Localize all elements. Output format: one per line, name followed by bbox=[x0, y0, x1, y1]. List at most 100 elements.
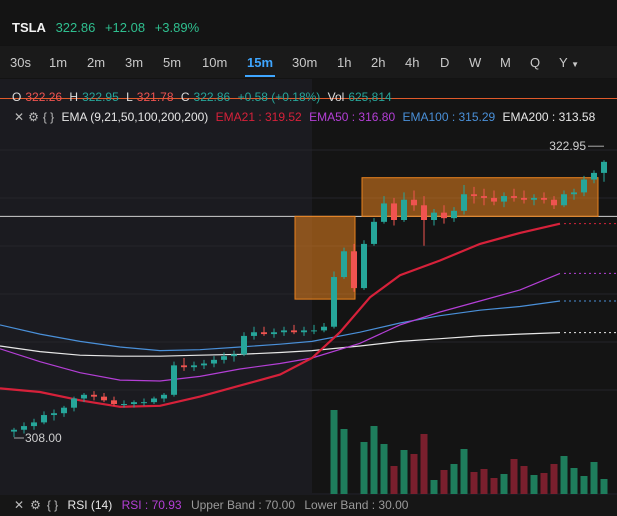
volume-bar bbox=[530, 475, 538, 494]
rsi-title: RSI (14) bbox=[67, 498, 113, 512]
candle-body bbox=[151, 398, 157, 403]
tf-5m[interactable]: 5m bbox=[163, 55, 182, 70]
candle-body bbox=[401, 199, 407, 220]
tf-year[interactable]: Y ▼ bbox=[559, 55, 579, 70]
candle-body bbox=[541, 197, 547, 200]
tf-week[interactable]: W bbox=[469, 55, 482, 70]
tf-4h[interactable]: 4h bbox=[405, 55, 420, 70]
ohlc-open: 322.26 bbox=[25, 90, 63, 104]
candle-body bbox=[251, 332, 257, 336]
candle-body bbox=[81, 394, 87, 399]
candle-body bbox=[391, 203, 397, 220]
candle-body bbox=[491, 197, 497, 202]
ticker-bar: TSLA 322.86 +12.08 +3.89% bbox=[12, 20, 205, 35]
candle-body bbox=[261, 332, 267, 335]
candle-body bbox=[451, 210, 457, 219]
volume-bar bbox=[400, 450, 408, 494]
tf-10m[interactable]: 10m bbox=[202, 55, 228, 70]
candle-body bbox=[171, 365, 177, 395]
code-icon[interactable]: { } bbox=[46, 498, 59, 512]
settings-icon[interactable]: ⚙ bbox=[28, 110, 39, 124]
tf-day[interactable]: D bbox=[440, 55, 450, 70]
candle-body bbox=[311, 330, 317, 332]
tf-2h[interactable]: 2h bbox=[371, 55, 386, 70]
tf-1m[interactable]: 1m bbox=[49, 55, 68, 70]
candle-body bbox=[341, 251, 347, 278]
rsi-lower: Lower Band : 30.00 bbox=[304, 498, 409, 512]
candle-body bbox=[501, 196, 507, 202]
ohlc-separator bbox=[0, 98, 617, 99]
volume-bar bbox=[390, 466, 398, 494]
tf-quarter[interactable]: Q bbox=[530, 55, 541, 70]
candle-body bbox=[301, 330, 307, 333]
candle-body bbox=[471, 194, 477, 197]
volume-bar bbox=[370, 426, 378, 494]
candle-body bbox=[381, 203, 387, 222]
volume-bars bbox=[330, 410, 608, 494]
candle-body bbox=[581, 179, 587, 193]
volume-bar bbox=[510, 459, 518, 494]
code-icon[interactable]: { } bbox=[42, 110, 55, 124]
rsi-legend: ✕ ⚙ { } RSI (14) RSI : 70.93 Upper Band : … bbox=[14, 498, 414, 512]
volume-bar bbox=[420, 434, 428, 494]
candle-body bbox=[11, 429, 17, 432]
volume-bar bbox=[450, 464, 458, 494]
volume-bar bbox=[380, 444, 388, 494]
candle-body bbox=[141, 402, 147, 404]
high-price-label: 322.95 bbox=[549, 139, 586, 153]
volume-bar bbox=[490, 478, 498, 494]
ema200-line bbox=[0, 332, 561, 357]
candle-body bbox=[201, 363, 207, 366]
candle-body bbox=[351, 251, 357, 289]
ticker-symbol[interactable]: TSLA bbox=[12, 20, 46, 35]
candles bbox=[11, 160, 607, 438]
ema-lines bbox=[0, 222, 617, 408]
candle-body bbox=[561, 194, 567, 206]
candle-body bbox=[231, 354, 237, 357]
ema21-line bbox=[0, 222, 561, 408]
candle-body bbox=[571, 192, 577, 195]
candle-body bbox=[591, 172, 597, 180]
tf-15m[interactable]: 15m bbox=[244, 55, 276, 77]
tf-30s[interactable]: 30s bbox=[10, 55, 31, 70]
candle-body bbox=[531, 197, 537, 200]
tf-30m[interactable]: 30m bbox=[292, 55, 318, 70]
rsi-upper: Upper Band : 70.00 bbox=[190, 498, 296, 512]
candle-body bbox=[331, 277, 337, 327]
candle-body bbox=[361, 243, 367, 289]
ohlc-low: 321.78 bbox=[136, 90, 174, 104]
rsi-panel: ✕ ⚙ { } RSI (14) RSI : 70.93 Upper Band : … bbox=[0, 495, 617, 516]
candle-body bbox=[431, 212, 437, 220]
low-price-label: 308.00 bbox=[25, 431, 62, 445]
candle-body bbox=[271, 332, 277, 335]
ohlc-volume: 625,814 bbox=[348, 90, 392, 104]
ticker-change: +12.08 bbox=[104, 20, 146, 35]
tf-month[interactable]: M bbox=[500, 55, 511, 70]
candle-body bbox=[461, 194, 467, 211]
candle-body bbox=[241, 335, 247, 355]
candle-body bbox=[51, 413, 57, 416]
ema100-value: EMA100 : 315.29 bbox=[402, 110, 496, 124]
volume-bar bbox=[480, 469, 488, 494]
tf-2m[interactable]: 2m bbox=[87, 55, 106, 70]
volume-bar bbox=[330, 410, 338, 494]
tf-1h[interactable]: 1h bbox=[337, 55, 352, 70]
volume-bar bbox=[430, 480, 438, 494]
price-labels: 322.95 308.00 bbox=[14, 139, 604, 445]
chart-area[interactable] bbox=[0, 79, 617, 516]
close-icon[interactable]: ✕ bbox=[14, 498, 25, 512]
candle-body bbox=[101, 396, 107, 401]
ticker-change-pct: +3.89% bbox=[154, 20, 200, 35]
volume-bar bbox=[570, 468, 578, 494]
ohlc-vol-label: Vol bbox=[327, 90, 345, 104]
tf-3m[interactable]: 3m bbox=[125, 55, 144, 70]
close-icon[interactable]: ✕ bbox=[14, 110, 25, 124]
settings-icon[interactable]: ⚙ bbox=[30, 498, 41, 512]
candle-body bbox=[21, 426, 27, 430]
volume-bar bbox=[340, 429, 348, 494]
consolidation-zones bbox=[294, 177, 599, 300]
candle-body bbox=[91, 394, 97, 397]
volume-bar bbox=[410, 454, 418, 494]
header: TSLA 322.86 +12.08 +3.89% bbox=[0, 0, 617, 45]
